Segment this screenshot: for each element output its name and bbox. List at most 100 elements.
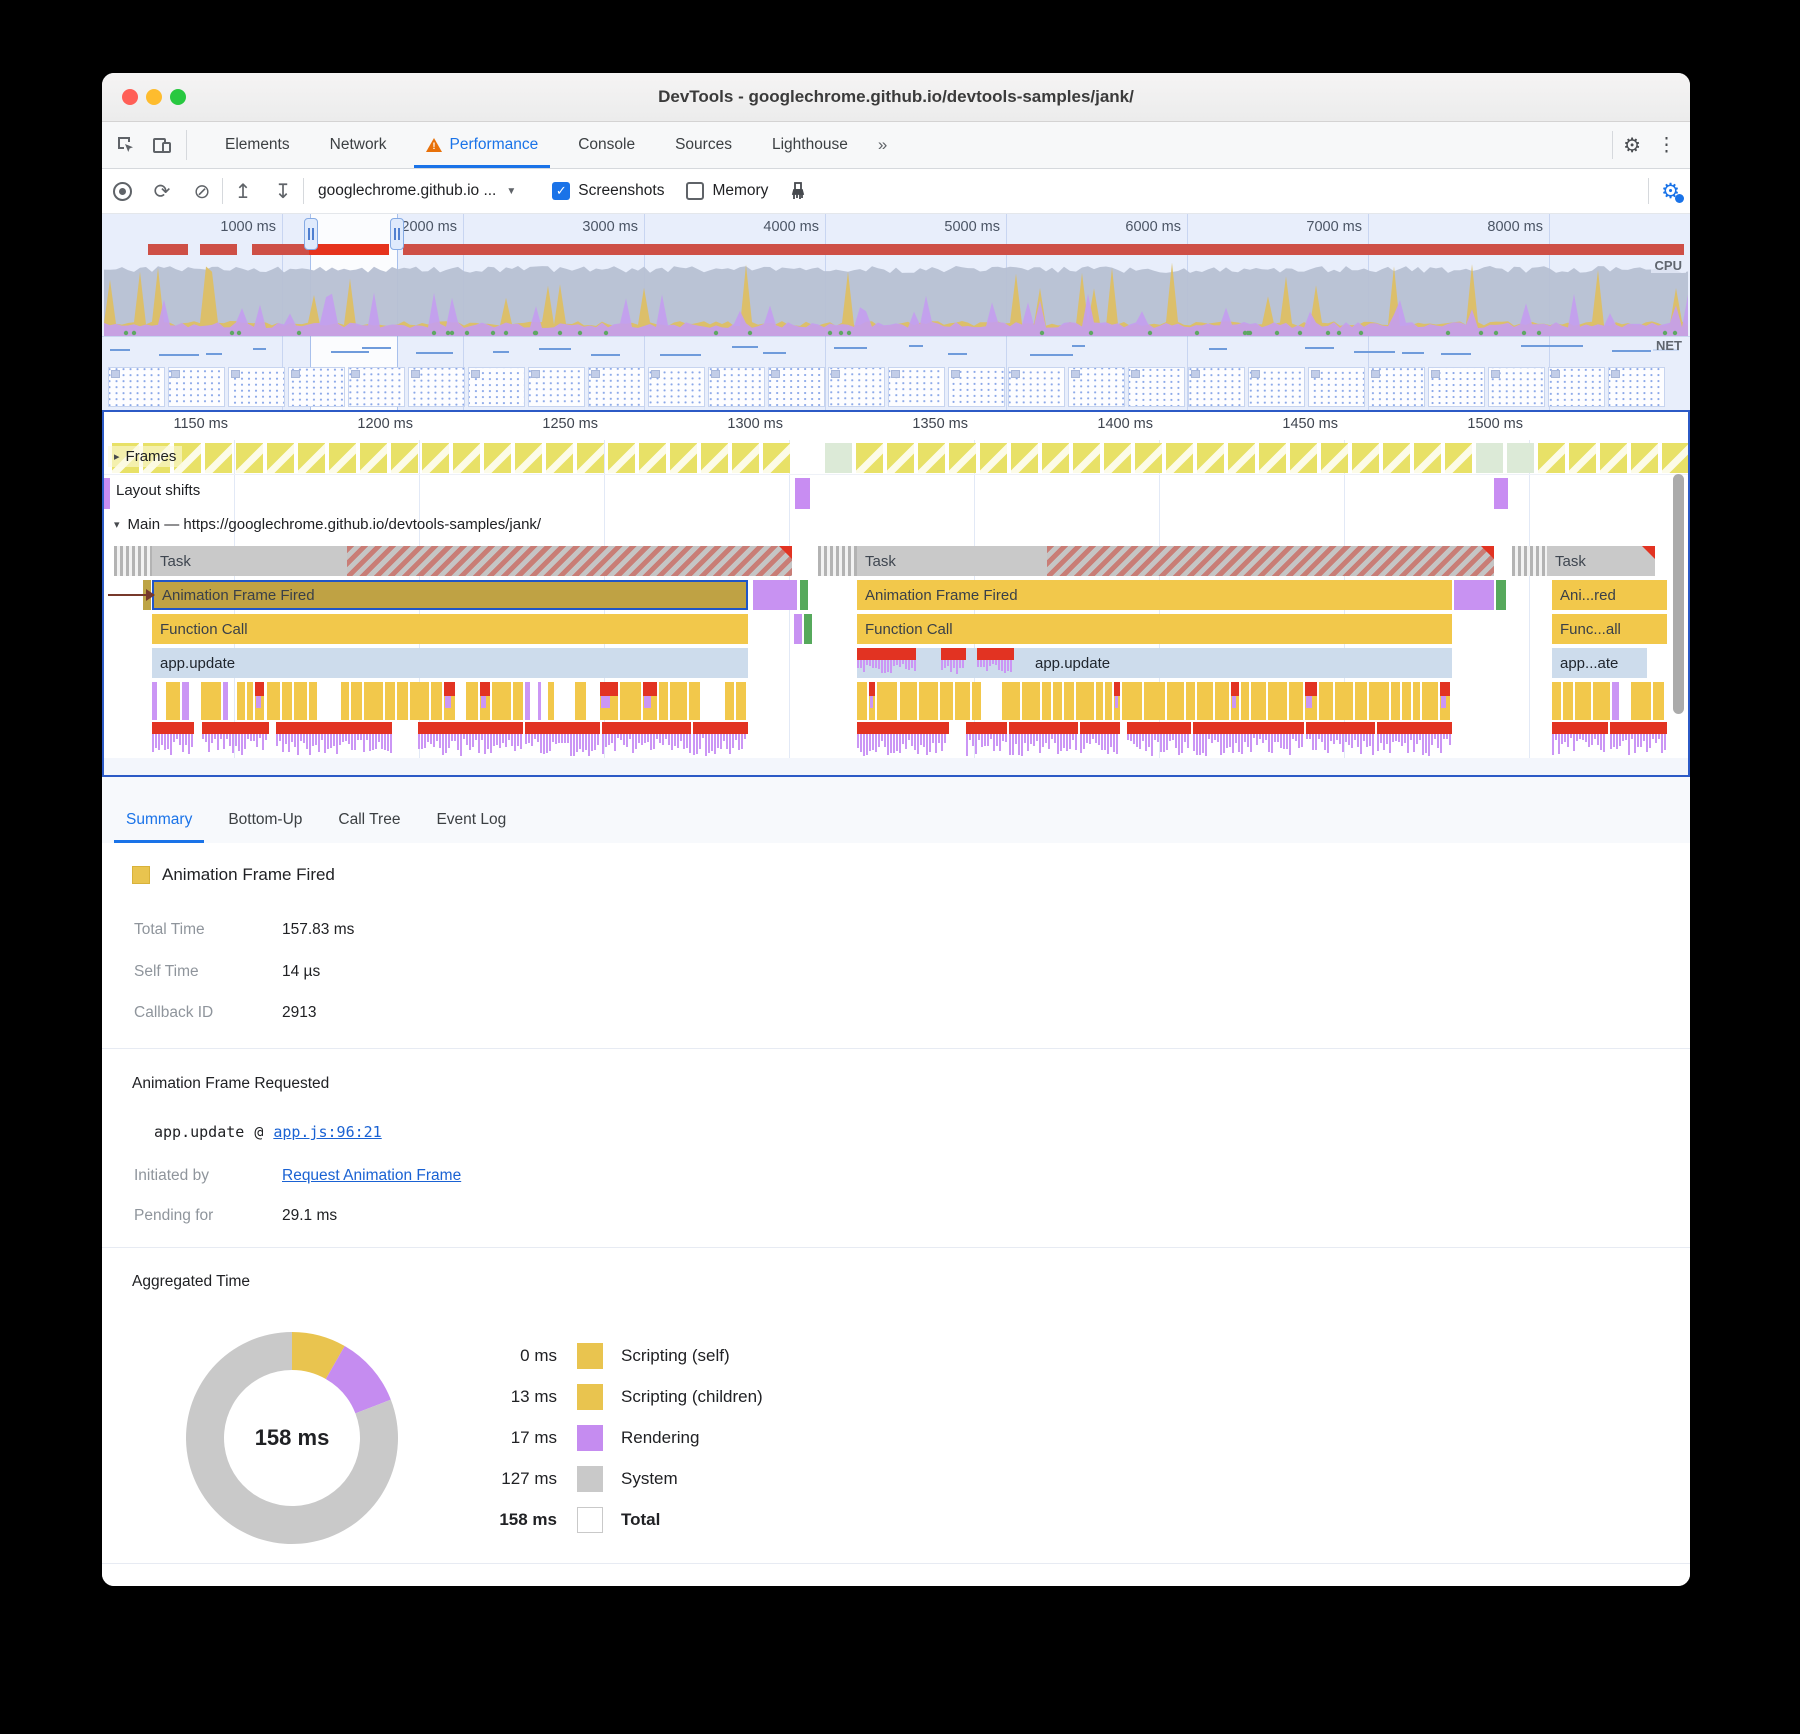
screenshot-thumbnail[interactable]: [1368, 367, 1425, 407]
screenshot-thumbnail[interactable]: [1128, 367, 1185, 407]
micro-event[interactable]: [341, 682, 350, 720]
flame-event-purple[interactable]: [1454, 580, 1494, 610]
micro-event[interactable]: [492, 682, 511, 720]
micro-event[interactable]: [548, 682, 555, 720]
tab-console[interactable]: Console: [578, 136, 636, 153]
frame-tile[interactable]: [453, 443, 480, 473]
clear-recording-button[interactable]: ⊘: [193, 180, 211, 203]
flame-event-animation-frame-fired[interactable]: Animation Frame Fired: [152, 580, 748, 610]
selection-left-handle[interactable]: [304, 218, 318, 250]
micro-event[interactable]: [1319, 682, 1334, 720]
frame-tile[interactable]: [949, 443, 976, 473]
frame-tile[interactable]: [577, 443, 604, 473]
frame-tile[interactable]: [1259, 443, 1286, 473]
frame-tile[interactable]: [608, 443, 635, 473]
micro-event[interactable]: [689, 682, 701, 720]
flame-event-hatch[interactable]: [347, 546, 792, 576]
micro-event[interactable]: [1355, 682, 1367, 720]
screenshot-thumbnail[interactable]: [588, 367, 645, 407]
flame-event-task[interactable]: Task: [857, 546, 1047, 576]
frame-tile[interactable]: [1352, 443, 1379, 473]
screenshot-thumbnail[interactable]: [948, 367, 1005, 407]
layout-shift-marker[interactable]: [1494, 478, 1508, 509]
memory-checkbox-row[interactable]: Memory: [686, 182, 768, 200]
micro-event[interactable]: [410, 682, 429, 720]
frame-tile[interactable]: [484, 443, 511, 473]
flame-event-app-ate[interactable]: app...ate: [1552, 648, 1647, 678]
frames-track[interactable]: [104, 442, 1688, 474]
flame-event-task[interactable]: Task: [152, 546, 347, 576]
micro-event[interactable]: [430, 682, 442, 720]
micro-event[interactable]: [384, 682, 396, 720]
frame-tile[interactable]: [205, 443, 232, 473]
screenshot-thumbnail[interactable]: [1068, 367, 1125, 407]
micro-event[interactable]: [1144, 682, 1165, 720]
micro-event[interactable]: [223, 682, 228, 720]
selection-right-handle[interactable]: [390, 218, 404, 250]
screenshots-checkbox[interactable]: ✓: [552, 182, 571, 200]
frame-tile[interactable]: [1538, 443, 1565, 473]
micro-event[interactable]: [465, 682, 478, 720]
micro-event[interactable]: [266, 682, 281, 720]
frame-tile[interactable]: [515, 443, 542, 473]
flame-event-animation-frame-fired[interactable]: Animation Frame Fired: [857, 580, 1452, 610]
micro-event[interactable]: [1186, 682, 1195, 720]
frame-tile-partial[interactable]: [825, 443, 852, 473]
garbage-collect-icon[interactable]: [778, 175, 818, 207]
screenshots-checkbox-row[interactable]: ✓ Screenshots: [552, 182, 664, 200]
flame-event-green[interactable]: [804, 614, 812, 644]
micro-event[interactable]: [877, 682, 898, 720]
micro-event[interactable]: [351, 682, 363, 720]
flame-event-ani-red[interactable]: Ani...red: [1552, 580, 1667, 610]
frame-tile[interactable]: [391, 443, 418, 473]
screenshot-thumbnail[interactable]: [888, 367, 945, 407]
frame-tile[interactable]: [1290, 443, 1317, 473]
micro-event[interactable]: [1630, 682, 1652, 720]
micro-event[interactable]: [1041, 682, 1052, 720]
frame-tile[interactable]: [980, 443, 1007, 473]
micro-event[interactable]: [1552, 682, 1561, 720]
micro-event[interactable]: [1422, 682, 1438, 720]
frame-tile[interactable]: [1600, 443, 1627, 473]
main-thread-header[interactable]: ▾ Main — https://googlechrome.github.io/…: [114, 516, 542, 533]
frame-tile[interactable]: [267, 443, 294, 473]
flame-event-function-call[interactable]: Function Call: [152, 614, 748, 644]
micro-event[interactable]: [294, 682, 307, 720]
micro-event[interactable]: [1390, 682, 1401, 720]
micro-event[interactable]: [1611, 682, 1619, 720]
flame-event-task[interactable]: Task: [1547, 546, 1655, 576]
frame-tile[interactable]: [422, 443, 449, 473]
screenshot-thumbnail[interactable]: [408, 367, 465, 407]
capture-settings-gear-icon[interactable]: ⚙: [1661, 179, 1684, 204]
micro-event[interactable]: [166, 682, 180, 720]
micro-event[interactable]: [1001, 682, 1020, 720]
inspect-icon[interactable]: [108, 130, 144, 160]
micro-event[interactable]: [899, 682, 917, 720]
tab-bottom-up[interactable]: Bottom-Up: [228, 811, 303, 828]
tab-performance[interactable]: ! Performance: [406, 122, 558, 168]
micro-event[interactable]: [1075, 682, 1095, 720]
screenshot-thumbnail[interactable]: [708, 367, 765, 407]
frame-tile[interactable]: [918, 443, 945, 473]
micro-event[interactable]: [246, 682, 254, 720]
layout-shift-marker[interactable]: [104, 478, 110, 509]
flame-event-function-call[interactable]: Function Call: [857, 614, 1452, 644]
save-profile-icon[interactable]: ↧: [274, 180, 292, 203]
micro-event[interactable]: [972, 682, 981, 720]
frame-tile-partial[interactable]: [1476, 443, 1503, 473]
micro-event[interactable]: [1575, 682, 1592, 720]
micro-event[interactable]: [1021, 682, 1040, 720]
tab-network[interactable]: Network: [329, 136, 387, 153]
screenshot-thumbnail[interactable]: [1188, 367, 1245, 407]
screenshot-thumbnail[interactable]: [1008, 367, 1065, 407]
frame-tile[interactable]: [1197, 443, 1224, 473]
frame-tile[interactable]: [1631, 443, 1658, 473]
close-window-button[interactable]: [122, 89, 138, 105]
micro-event[interactable]: [1335, 682, 1354, 720]
screenshot-thumbnail[interactable]: [1428, 367, 1485, 407]
micro-event[interactable]: [364, 682, 383, 720]
micro-event[interactable]: [537, 682, 542, 720]
screenshot-thumbnail[interactable]: [648, 367, 705, 407]
expand-arrow-icon[interactable]: ▸: [114, 451, 120, 463]
device-toolbar-icon[interactable]: [144, 130, 180, 160]
